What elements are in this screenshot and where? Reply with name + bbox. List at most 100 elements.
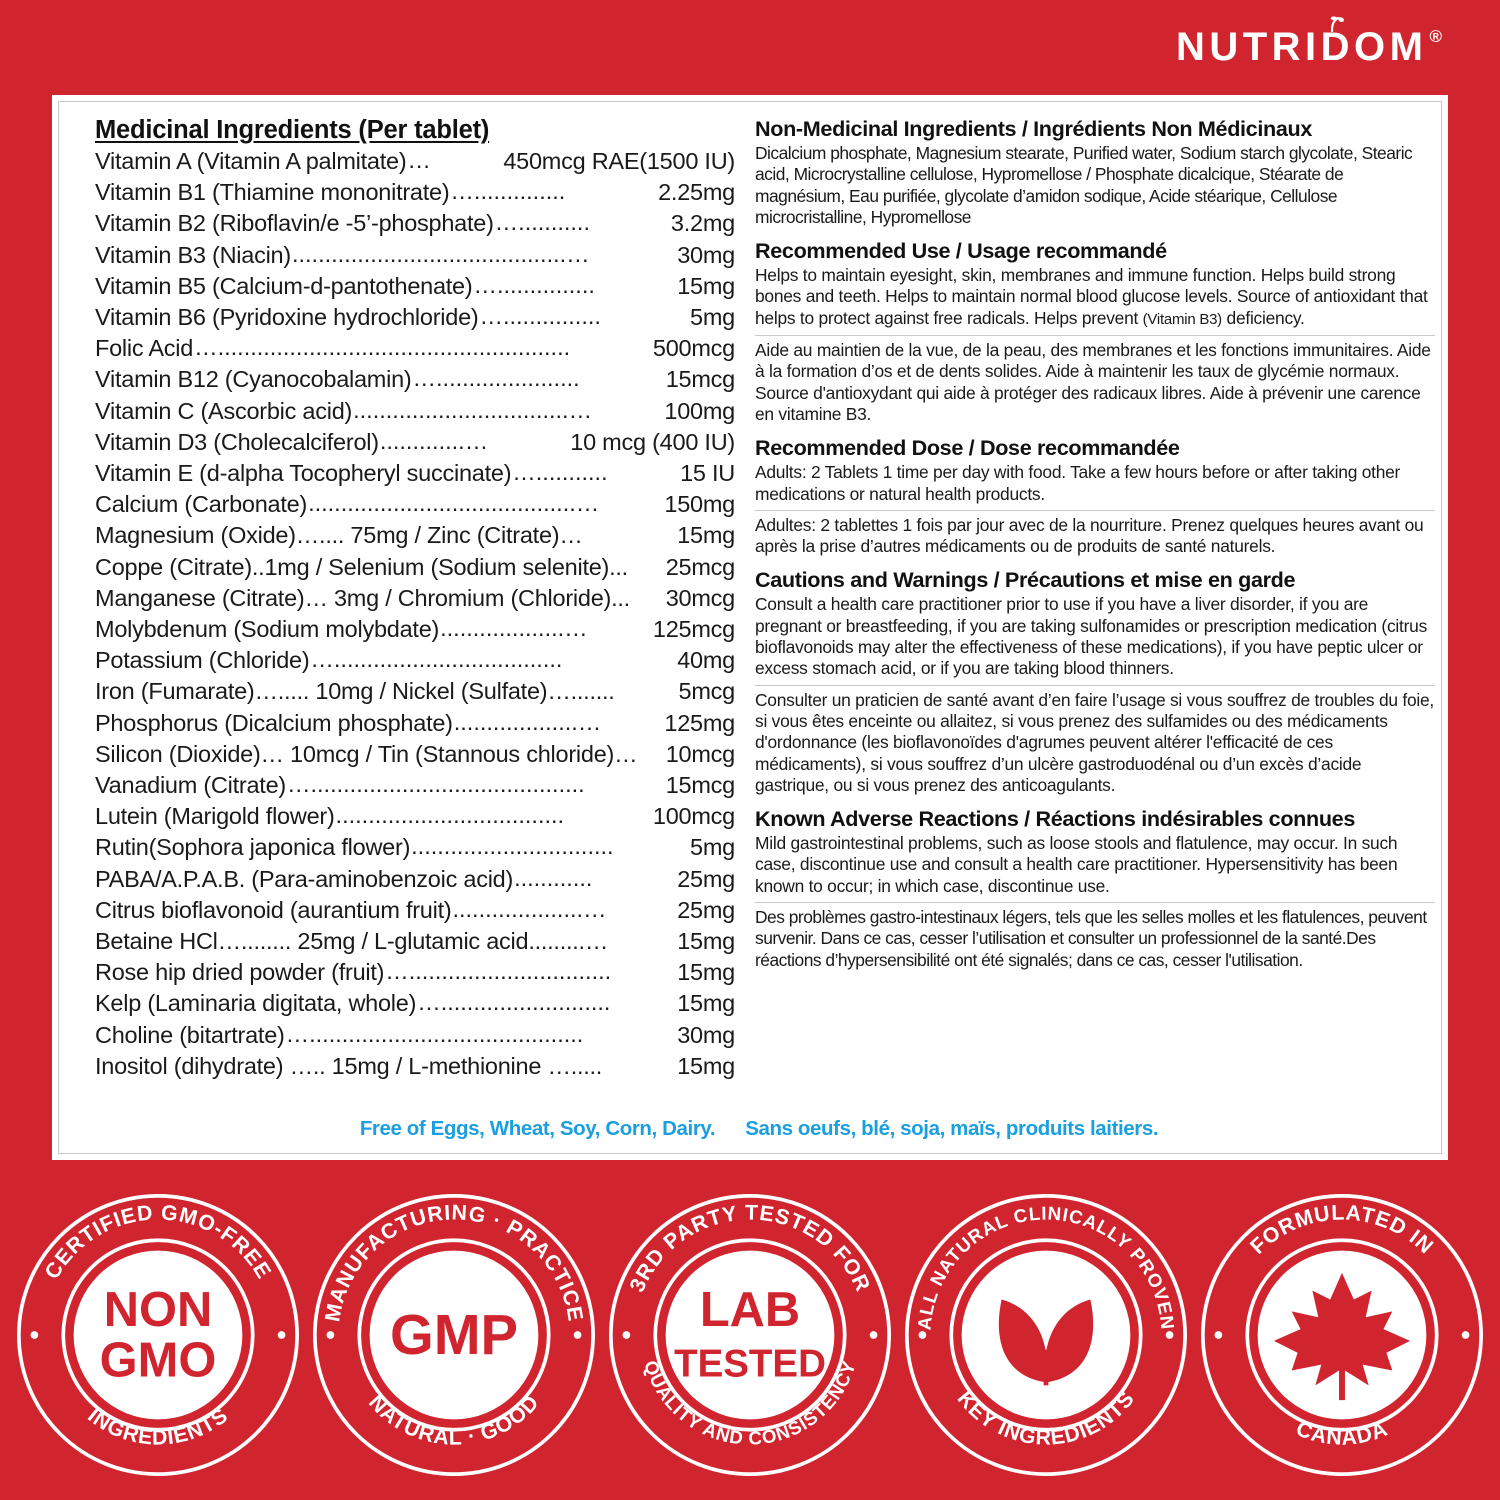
ingredient-leader-dots: ….......................................… <box>286 771 585 798</box>
ingredient-row: Rose hip dried powder (fruit)…..........… <box>95 957 735 988</box>
brand-wordmark: NUTRIDOM <box>1175 25 1428 69</box>
product-info-column: Non-Medicinal Ingredients / Ingrédients … <box>735 116 1435 1101</box>
allergen-free-statement: Free of Eggs, Wheat, Soy, Corn, Dairy. S… <box>95 1117 1423 1141</box>
ingredient-leader-dots: ................................... <box>335 802 565 829</box>
ingredient-amount: 150mg <box>664 491 735 518</box>
ingredient-name: Vitamin B2 (Riboflavin/e -5’-phosphate) <box>95 210 494 237</box>
section-divider <box>755 902 1435 904</box>
ingredient-row: Choline (bitartrate) …..................… <box>95 1020 735 1051</box>
cautions-english: Consult a health care practitioner prior… <box>755 594 1428 679</box>
ingredient-row: Calcium (Carbonate).....................… <box>95 489 735 520</box>
ingredient-amount: 15 IU <box>680 460 735 487</box>
ingredient-name: Vitamin B6 (Pyridoxine hydrochloride) <box>95 304 479 331</box>
recommended-dose-french: Adultes: 2 tablettes 1 fois par jour ave… <box>755 514 1424 557</box>
recommended-use-french: Aide au maintien de la vue, de la peau, … <box>755 340 1431 424</box>
ingredient-amount: 15mg <box>677 928 735 955</box>
badge-center-line-2: GMO <box>100 1333 217 1387</box>
ingredient-amount: 100mcg <box>652 803 735 830</box>
ingredient-amount: 500mcg <box>652 335 735 362</box>
ingredient-row: PABA/A.P.A.B. (Para-aminobenzoic acid)..… <box>95 864 735 895</box>
all-natural-badge: ALL NATURAL CLINICALLY PROVEN KEY INGREDI… <box>898 1185 1194 1485</box>
ingredient-leader-dots: …............................... <box>385 958 612 985</box>
info-panel-inner: Medicinal Ingredients (Per tablet) Vitam… <box>58 101 1442 1154</box>
ingredient-name: Vitamin A (Vitamin A palmitate) <box>95 148 407 174</box>
maple-leaf-icon <box>1273 1272 1411 1401</box>
ingredient-amount: 5mg <box>690 304 735 331</box>
ingredient-name: Rutin(Sophora japonica flower) <box>95 834 411 861</box>
ingredient-leader-dots: .............… <box>379 427 489 454</box>
recommended-use-english-part1: Helps to maintain eyesight, skin, membra… <box>755 265 1428 328</box>
ingredient-name: Vanadium (Citrate) <box>95 772 286 799</box>
ingredient-amount: 40mg <box>677 647 735 674</box>
ingredient-amount: 25mcg <box>665 553 736 580</box>
ingredient-leader-dots: ...................… <box>453 708 602 735</box>
badge-center-line-1: NON <box>104 1283 213 1337</box>
medicinal-ingredients-column: Medicinal Ingredients (Per tablet) Vitam… <box>95 116 735 1101</box>
ingredient-row: Coppe (Citrate)..1mg / Selenium (Sodium … <box>95 552 735 583</box>
brand-header: NUTRIDOM ® <box>0 0 1500 95</box>
ingredient-leader-dots: …........... <box>512 459 608 486</box>
recommended-dose-english: Adults: 2 Tablets 1 time per day with fo… <box>755 462 1401 504</box>
ingredient-name: Molybdenum (Sodium molybdate) <box>95 616 440 643</box>
ingredient-leader-dots: …............... <box>473 271 595 298</box>
ingredient-leader-dots: ........................................… <box>308 490 600 517</box>
ingredient-leader-dots: … <box>407 147 431 173</box>
ingredient-amount: 30mcg <box>665 584 736 611</box>
registered-trademark-symbol: ® <box>1429 27 1442 46</box>
ingredient-name: Vitamin B3 (Niacin) <box>95 241 291 268</box>
ingredient-name: Potassium (Chloride) <box>95 647 310 674</box>
ingredient-row: Vitamin B1 (Thiamine mononitrate)…......… <box>95 177 735 208</box>
ingredient-amount: 30mg <box>677 1021 735 1048</box>
ingredient-leader-dots: ........................................… <box>291 240 590 267</box>
formulated-in-canada-badge: FORMULATED IN CANADA <box>1194 1185 1490 1485</box>
ingredient-name: Iron (Fumarate)…..... 10mg / Nickel (Sul… <box>95 678 615 705</box>
ingredient-amount: 15mcg <box>665 366 736 393</box>
ingredient-name: Lutein (Marigold flower) <box>95 803 335 830</box>
ingredient-name: Vitamin D3 (Cholecalciferol) <box>95 428 379 455</box>
ingredient-name: Phosphorus (Dicalcium phosphate) <box>95 709 453 736</box>
ingredient-amount: 10mcg <box>665 740 736 767</box>
recommended-use-english-part2: deficiency. <box>1221 307 1305 328</box>
panel-columns: Medicinal Ingredients (Per tablet) Vitam… <box>95 116 1435 1101</box>
ingredient-amount: 5mg <box>690 834 735 861</box>
ingredient-row: Silicon (Dioxide)… 10mcg / Tin (Stannous… <box>95 739 735 770</box>
ingredient-row: Inositol (dihydrate) ….. 15mg / L-methio… <box>95 1051 735 1082</box>
ingredient-row: Folic Acid….............................… <box>95 333 735 364</box>
ingredient-row: Rutin(Sophora japonica flower)..........… <box>95 832 735 863</box>
ingredient-row: Vitamin B2 (Riboflavin/e -5’-phosphate)…… <box>95 208 735 239</box>
medicinal-ingredients-list: Vitamin A (Vitamin A palmitate)… 450mcg R… <box>95 146 735 1082</box>
ingredient-name: Magnesium (Oxide)….... 75mg / Zinc (Citr… <box>95 522 583 549</box>
ingredient-leader-dots: ….......................... <box>417 989 611 1016</box>
adverse-reactions-english: Mild gastrointestinal problems, such as … <box>755 833 1398 896</box>
badge-center-line-2: TESTED <box>674 1342 826 1385</box>
ingredient-name: Vitamin B1 (Thiamine mononitrate) <box>95 179 450 206</box>
ingredient-amount: 30mg <box>677 241 735 268</box>
non-medicinal-body: Dicalcium phosphate, Magnesium stearate,… <box>755 143 1413 227</box>
ingredient-leader-dots: …............... <box>479 303 601 330</box>
ingredient-name: Coppe (Citrate)..1mg / Selenium (Sodium … <box>95 553 628 580</box>
ingredient-row: Kelp (Laminaria digitata, whole)….......… <box>95 988 735 1019</box>
maple-leaf-seal-icon: FORMULATED IN CANADA <box>1201 1194 1483 1476</box>
sprout-leaf-icon <box>1330 16 1344 32</box>
cautions-french: Consulter un praticien de santé avant d’… <box>755 689 1434 795</box>
ingredient-row: Vitamin B6 (Pyridoxine hydrochloride)…..… <box>95 302 735 333</box>
ingredient-name: Vitamin B5 (Calcium-d-pantothenate) <box>95 272 473 299</box>
ingredient-amount: 15mcg <box>665 772 736 799</box>
ingredient-amount: 450mcg RAE(1500 IU) <box>503 148 735 174</box>
info-panel: Medicinal Ingredients (Per tablet) Vitam… <box>52 95 1448 1160</box>
ingredient-leader-dots: ...................… <box>440 615 588 642</box>
section-divider <box>755 684 1435 686</box>
lab-tested-badge: 3RD PARTY TESTED FOR QUALITY AND CONSISTE… <box>602 1185 898 1485</box>
ingredient-leader-dots: .................................… <box>353 396 593 423</box>
section-divider <box>755 335 1435 337</box>
ingredient-name: Kelp (Laminaria digitata, whole) <box>95 990 417 1017</box>
ingredient-amount: 15mg <box>677 1052 735 1079</box>
ingredient-row: Vitamin D3 (Cholecalciferol)............… <box>95 427 735 458</box>
ingredient-amount: 25mg <box>677 865 735 892</box>
ingredient-amount: 5mcg <box>678 678 736 705</box>
allergen-free-french: Sans oeufs, blé, soja, maïs, produits la… <box>745 1117 1159 1140</box>
recommended-dose-title: Recommended Dose / Dose recommandée <box>755 435 1180 461</box>
ingredient-row: Potassium (Chloride)…...................… <box>95 645 735 676</box>
ingredient-name: Choline (bitartrate) <box>95 1021 285 1048</box>
